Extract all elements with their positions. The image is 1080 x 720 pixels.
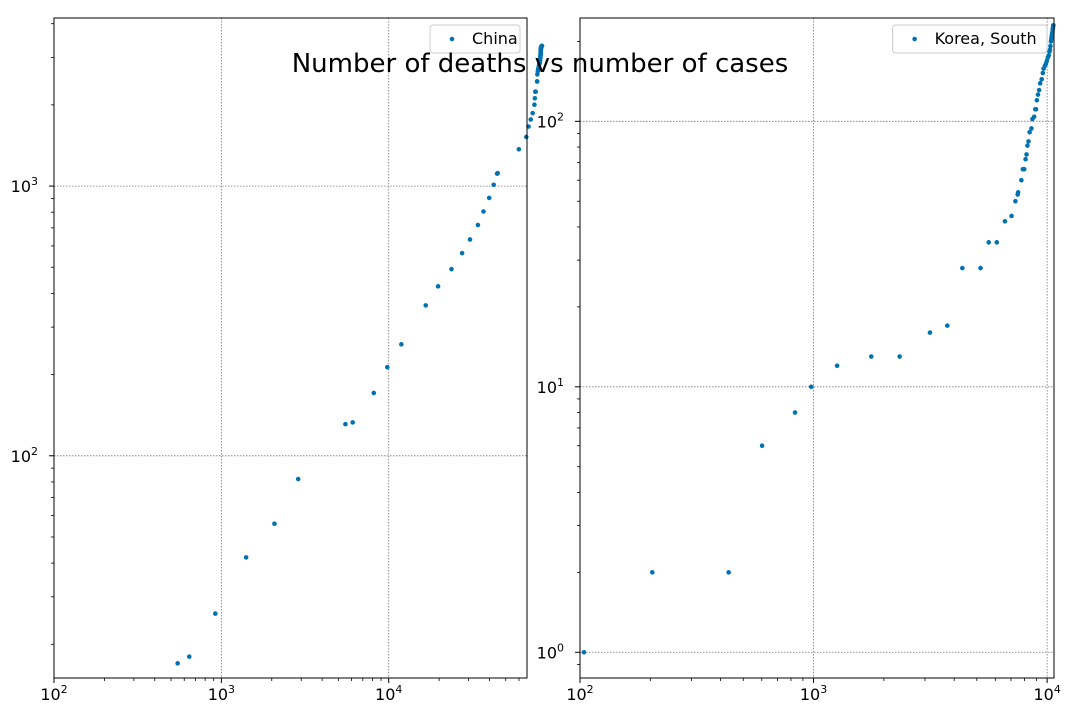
data-point [960, 265, 965, 271]
data-point [897, 354, 902, 359]
data-point [524, 134, 529, 140]
data-point [1015, 190, 1021, 195]
data-point [1037, 81, 1043, 86]
data-point [532, 95, 538, 101]
data-point [1009, 213, 1014, 219]
data-point [491, 182, 496, 188]
axes-frame [53, 17, 528, 679]
data-point [1051, 22, 1056, 28]
data-point [1029, 126, 1034, 131]
data-point [944, 323, 950, 328]
x-tick-label: 104 [375, 683, 402, 704]
x-tick-label: 103 [800, 683, 827, 704]
legend: Korea, South [892, 24, 1048, 54]
data-point [1024, 152, 1029, 157]
data-point [481, 209, 486, 214]
right-chart-korea-south: 102 103 104 100 101 102 Korea, South [537, 17, 1061, 704]
figure-title: Number of deaths vs number of cases [292, 49, 789, 79]
data-point [1047, 47, 1053, 53]
x-tick-label: 104 [1033, 683, 1060, 704]
data-point [243, 555, 249, 560]
legend-label: Korea, South [935, 29, 1037, 48]
data-point [384, 364, 390, 370]
x-tick-label: 103 [208, 683, 235, 704]
data-point [423, 303, 429, 308]
data-point [449, 266, 454, 272]
data-point [1025, 143, 1030, 148]
data-point [650, 570, 655, 575]
legend: China [429, 24, 521, 54]
data-point [516, 147, 522, 152]
data-point [533, 89, 539, 95]
data-point [1027, 129, 1032, 135]
axes-frame [579, 17, 1055, 679]
data-point [532, 102, 537, 108]
data-point [1002, 219, 1008, 224]
data-point [759, 443, 765, 448]
data-point [1021, 166, 1027, 172]
data-point [1035, 92, 1041, 97]
data-point [350, 420, 355, 425]
x-tick-label: 102 [40, 683, 67, 704]
data-point [1046, 53, 1052, 58]
legend-marker [449, 36, 455, 42]
data-point [475, 222, 481, 228]
data-point [530, 110, 535, 116]
data-point [186, 654, 192, 659]
data-point [834, 363, 840, 369]
data-point [581, 649, 587, 655]
data-point [986, 240, 992, 245]
data-point [213, 611, 218, 616]
data-point [1033, 106, 1039, 112]
data-point [1013, 198, 1018, 204]
data-point [272, 521, 277, 527]
data-point [371, 390, 377, 396]
data-point [539, 43, 545, 49]
data-point [978, 265, 983, 271]
y-tick-label: 102 [11, 445, 38, 466]
y-tick-label: 100 [537, 641, 564, 662]
data-point [343, 421, 348, 427]
data-point [1039, 76, 1044, 82]
data-point [927, 330, 933, 335]
data-point [534, 79, 540, 84]
data-point [295, 476, 301, 482]
data-point [528, 117, 534, 122]
data-point [868, 354, 874, 359]
data-point [495, 170, 500, 176]
data-point [1031, 114, 1037, 120]
data-point [459, 250, 465, 256]
legend-box [429, 24, 521, 54]
legend-marker [912, 36, 917, 42]
x-tick-label: 102 [566, 683, 593, 704]
legend-box [892, 24, 1048, 54]
left-chart-china: 102 103 104 102 103 China [11, 17, 545, 704]
data-point [994, 240, 1000, 245]
data-point [726, 570, 731, 575]
data-point [1026, 139, 1031, 144]
data-point [1019, 177, 1024, 183]
data-point [175, 661, 180, 666]
data-point [1040, 70, 1046, 76]
y-tick-label: 103 [11, 175, 38, 196]
data-point [1036, 87, 1042, 93]
data-point [467, 237, 473, 242]
data-point [435, 284, 441, 289]
legend-label: China [472, 29, 518, 48]
data-point [792, 410, 798, 415]
y-tick-label: 101 [537, 376, 564, 397]
data-point [486, 195, 492, 201]
data-point [1034, 97, 1040, 103]
y-tick-label: 102 [537, 110, 564, 131]
data-point [1048, 43, 1053, 49]
data-point [1023, 156, 1028, 162]
data-point [808, 384, 814, 390]
data-point [399, 342, 404, 347]
